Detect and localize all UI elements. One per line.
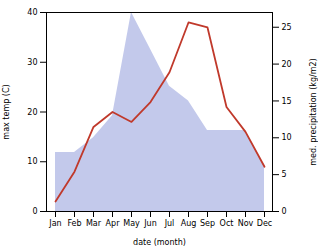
svg-text:40: 40 <box>27 8 37 17</box>
svg-text:Jan: Jan <box>48 219 61 228</box>
svg-text:20: 20 <box>282 60 292 69</box>
svg-text:Sep: Sep <box>200 219 215 228</box>
svg-text:max temp (C): max temp (C) <box>2 84 11 139</box>
svg-text:Jun: Jun <box>143 219 157 228</box>
svg-text:Apr: Apr <box>106 219 121 228</box>
svg-text:Mar: Mar <box>86 219 102 228</box>
svg-text:date (month): date (month) <box>133 238 186 247</box>
svg-text:May: May <box>123 219 140 228</box>
svg-text:Dec: Dec <box>257 219 272 228</box>
svg-text:20: 20 <box>27 108 37 117</box>
svg-text:5: 5 <box>282 170 287 179</box>
svg-text:25: 25 <box>282 23 292 32</box>
svg-text:Oct: Oct <box>220 219 234 228</box>
svg-text:Feb: Feb <box>67 219 81 228</box>
svg-text:10: 10 <box>282 133 292 142</box>
svg-text:med. precipitation (kg/m2): med. precipitation (kg/m2) <box>309 58 318 165</box>
svg-text:Nov: Nov <box>238 219 254 228</box>
svg-text:10: 10 <box>27 157 37 166</box>
svg-text:0: 0 <box>282 207 287 216</box>
svg-text:30: 30 <box>27 58 37 67</box>
svg-text:0: 0 <box>32 207 37 216</box>
svg-text:15: 15 <box>282 97 292 106</box>
svg-text:Jul: Jul <box>164 219 175 228</box>
svg-text:Aug: Aug <box>181 219 197 228</box>
